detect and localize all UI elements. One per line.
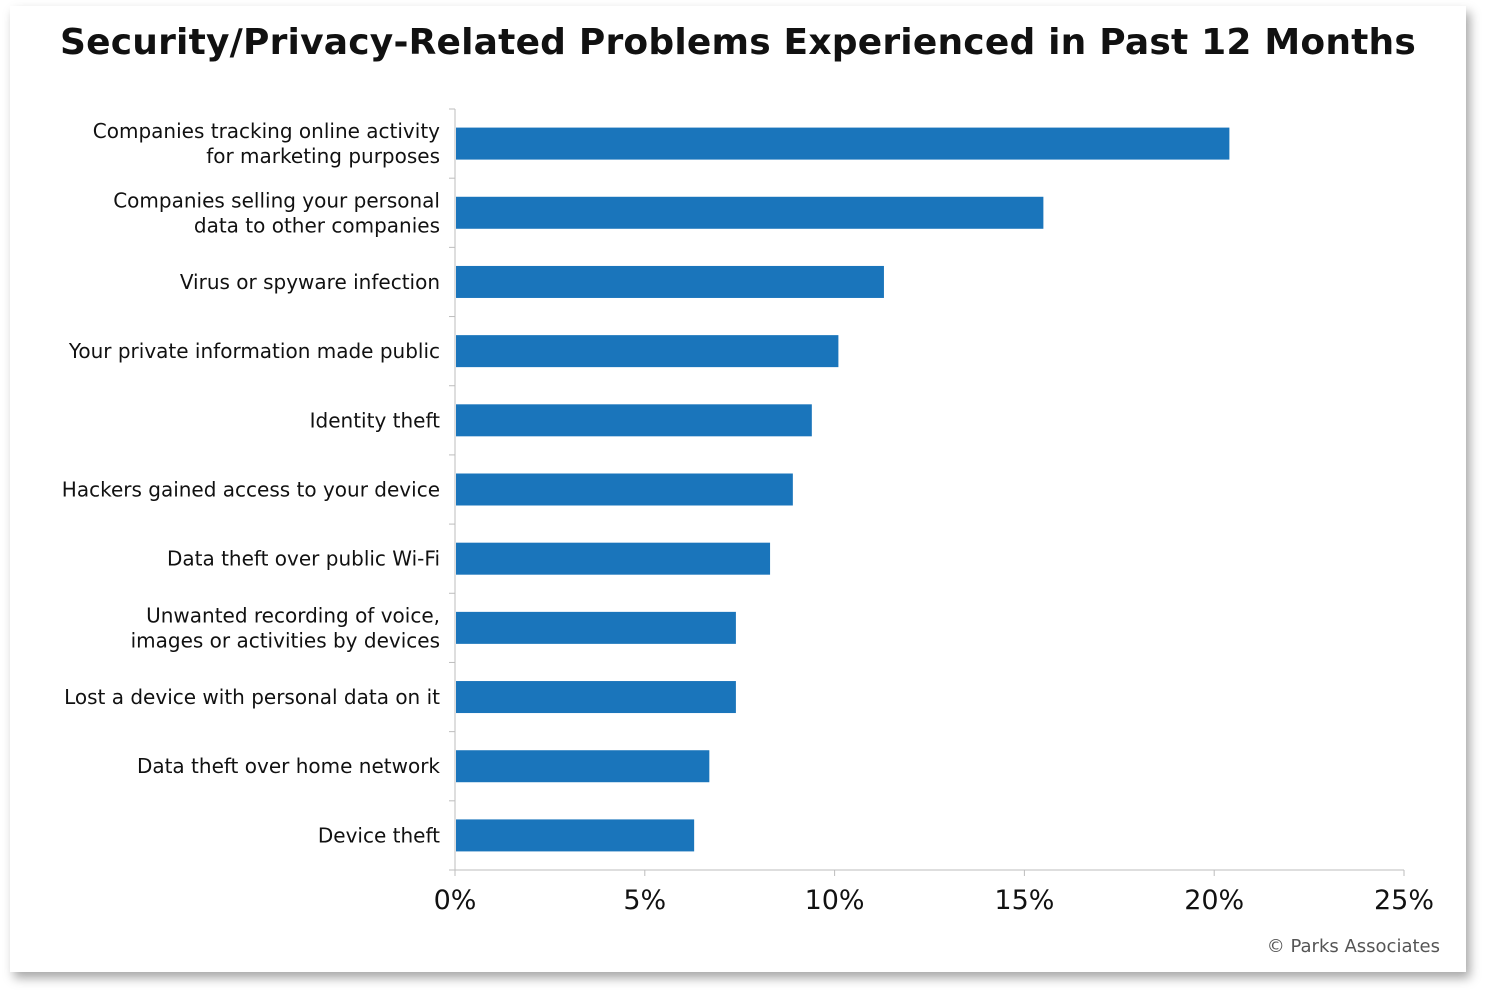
x-tick-label: 20% — [1184, 885, 1244, 916]
copyright-notice: © Parks Associates — [1266, 936, 1440, 957]
category-label: images or activities by devices — [131, 628, 440, 652]
category-label: Unwanted recording of voice, — [146, 603, 440, 627]
category-label: data to other companies — [194, 213, 440, 237]
category-label: Companies selling your personal — [113, 188, 440, 212]
category-label: Virus or spyware infection — [180, 270, 440, 294]
category-label: Hackers gained access to your device — [62, 478, 440, 502]
bar — [456, 819, 695, 852]
bar — [456, 404, 812, 437]
category-label: Your private information made public — [68, 339, 440, 363]
x-tick-label: 25% — [1374, 885, 1434, 916]
bar — [456, 127, 1230, 160]
bar — [456, 196, 1044, 229]
bar — [456, 542, 771, 575]
x-tick-label: 10% — [805, 885, 865, 916]
bar — [456, 750, 710, 783]
bar — [456, 265, 884, 298]
category-label: Data theft over home network — [137, 754, 440, 778]
bar — [456, 335, 839, 368]
category-label: Data theft over public Wi-Fi — [167, 547, 440, 571]
chart-title: Security/Privacy-Related Problems Experi… — [59, 22, 1417, 63]
category-label: for marketing purposes — [206, 144, 440, 168]
category-label: Companies tracking online activity — [93, 119, 440, 143]
bar — [456, 473, 793, 506]
category-label: Device theft — [318, 823, 440, 847]
category-label: Identity theft — [310, 408, 441, 432]
x-tick-label: 15% — [994, 885, 1054, 916]
bar — [456, 681, 736, 714]
bar — [456, 611, 736, 644]
category-label: Lost a device with personal data on it — [64, 685, 440, 709]
x-tick-label: 0% — [434, 885, 477, 916]
x-tick-label: 5% — [623, 885, 666, 916]
